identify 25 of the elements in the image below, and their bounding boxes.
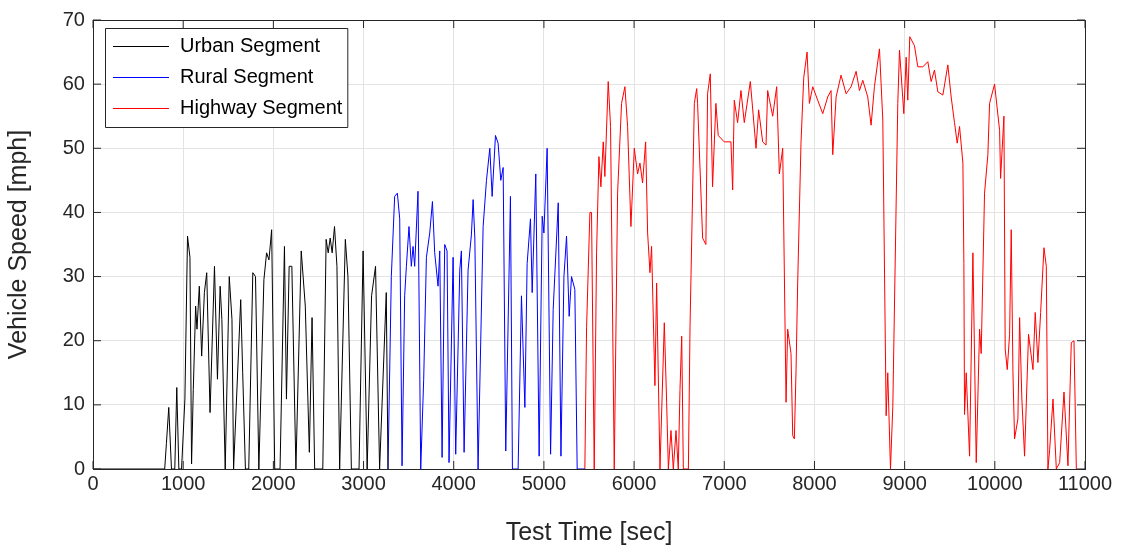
y-axis-title: Vehicle Speed [mph] (2, 129, 31, 360)
y-tick-label: 30 (62, 264, 85, 287)
x-tick-label: 1000 (160, 471, 206, 494)
x-tick-label: 11000 (1057, 471, 1113, 494)
y-tick-label: 50 (62, 135, 85, 158)
y-tick-label: 10 (62, 392, 85, 415)
x-tick-label: 4000 (431, 471, 476, 494)
y-tick-label: 60 (62, 71, 85, 94)
x-tick-label: 0 (87, 471, 99, 494)
x-tick-label: 10000 (967, 471, 1023, 494)
x-tick-label: 5000 (521, 471, 567, 494)
x-tick-label: 6000 (611, 471, 657, 494)
legend-label: Highway Segment (180, 96, 343, 119)
x-axis-title: Test Time [sec] (505, 516, 673, 545)
y-tick-label: 70 (62, 7, 85, 30)
x-tick-label: 3000 (341, 471, 386, 494)
legend-label: Rural Segment (180, 65, 314, 88)
x-tick-label: 9000 (882, 471, 927, 494)
y-tick-label: 0 (73, 456, 85, 479)
x-tick-label: 8000 (792, 471, 837, 494)
y-tick-label: 40 (62, 199, 85, 222)
y-tick-label: 20 (62, 328, 85, 351)
x-tick-label: 7000 (702, 471, 747, 494)
x-tick-label: 2000 (251, 471, 296, 494)
legend-label: Urban Segment (180, 34, 321, 57)
